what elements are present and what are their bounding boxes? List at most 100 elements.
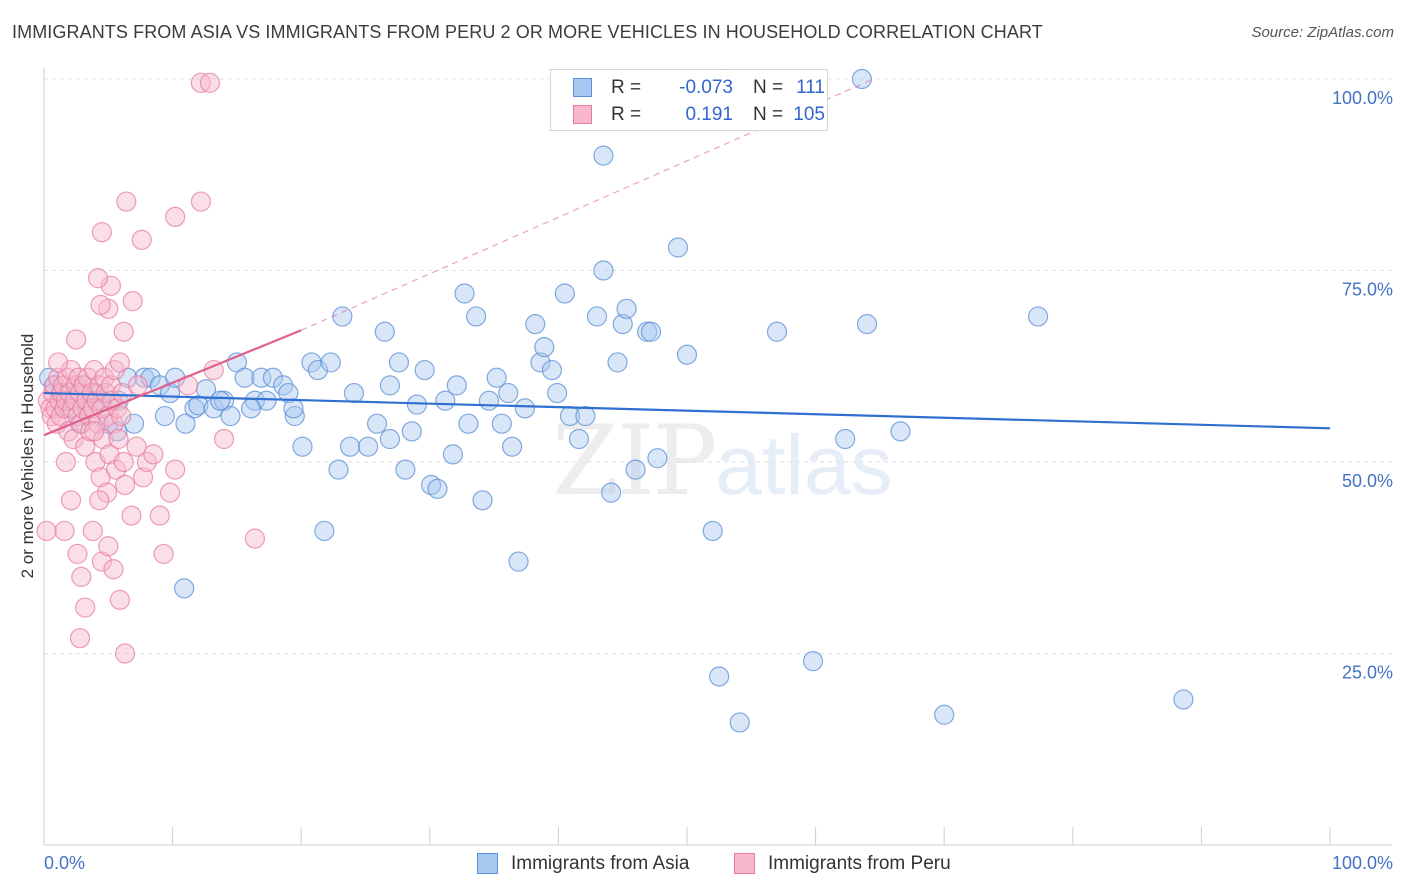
asia-point	[502, 436, 523, 457]
peru-legend-label: Immigrants from Peru	[768, 853, 951, 874]
asia-point	[890, 421, 911, 442]
peru-r-value: 0.191	[685, 104, 733, 125]
asia-r-label: R =	[611, 77, 642, 98]
peru-n-label: N =	[753, 104, 784, 125]
asia-point	[766, 321, 788, 342]
asia-point	[379, 375, 401, 396]
asia-point	[379, 428, 401, 450]
peru-point	[91, 551, 112, 572]
peru-point	[127, 375, 148, 396]
asia-point	[251, 367, 272, 388]
peru-n-value: 105	[793, 104, 825, 125]
asia-point	[612, 314, 633, 335]
asia-point	[188, 395, 209, 416]
peru-point	[113, 451, 134, 473]
peru-point	[67, 543, 88, 565]
correlation-legend: R = -0.073 N = 111 R = 0.191 N = 105	[550, 69, 828, 131]
asia-point	[292, 436, 313, 457]
peru-point	[91, 222, 112, 243]
peru-point	[60, 359, 82, 381]
asia-point	[210, 390, 231, 411]
peru-point	[69, 628, 91, 649]
peru-point	[153, 543, 174, 565]
asia-point	[320, 352, 341, 373]
peru-point	[89, 490, 110, 511]
asia-point	[568, 428, 590, 450]
asia-point	[525, 314, 546, 335]
asia-point	[465, 306, 487, 327]
peru-point	[165, 206, 186, 227]
asia-point	[414, 359, 435, 381]
asia-point	[676, 344, 698, 365]
peru-point	[159, 482, 181, 503]
peru-point	[98, 536, 119, 557]
asia-point	[486, 367, 507, 388]
peru-point	[84, 359, 105, 381]
peru-point	[90, 294, 111, 316]
y-tick-label: 50.0%	[1342, 471, 1393, 491]
asia-point	[593, 145, 614, 166]
asia-point	[547, 382, 568, 404]
asia-point	[593, 260, 614, 281]
asia-point	[446, 375, 467, 396]
y-axis-label: 2 or more Vehicles in Household	[18, 333, 37, 579]
peru-point	[103, 559, 124, 580]
asia-trend-line	[43, 391, 1331, 430]
peru-point	[108, 428, 129, 450]
peru-point	[111, 405, 132, 427]
peru-point	[100, 275, 121, 296]
asia-point	[856, 314, 878, 335]
peru-point	[113, 321, 134, 342]
asia-point	[395, 459, 416, 480]
asia-point	[458, 413, 479, 434]
asia-n-value: 111	[796, 77, 825, 98]
asia-point	[640, 321, 662, 342]
peru-point	[60, 490, 82, 511]
asia-point	[339, 436, 361, 457]
peru-point	[36, 520, 57, 542]
asia-point	[435, 390, 456, 411]
peru-swatch-icon	[573, 105, 592, 124]
peru-point	[126, 436, 147, 457]
asia-point	[472, 490, 493, 511]
peru-point	[105, 459, 127, 480]
asia-point	[478, 390, 500, 411]
y-tick-label: 100.0%	[1332, 88, 1393, 108]
asia-point	[374, 321, 395, 342]
asia-point	[366, 413, 388, 434]
asia-point	[541, 359, 563, 381]
asia-point	[278, 382, 299, 404]
asia-point	[625, 459, 646, 480]
peru-point	[116, 191, 137, 212]
asia-point	[667, 237, 689, 258]
asia-point	[234, 367, 255, 388]
peru-point	[55, 451, 76, 473]
peru-point	[199, 72, 220, 93]
asia-point	[1027, 306, 1049, 327]
asia-point	[607, 352, 628, 373]
peru-point	[149, 505, 170, 526]
asia-point	[240, 398, 262, 419]
asia-point	[427, 478, 448, 499]
peru-point	[213, 428, 235, 450]
asia-point	[586, 306, 608, 327]
asia-point	[454, 283, 475, 304]
asia-point	[357, 436, 379, 457]
asia-point	[307, 359, 329, 381]
asia-point	[702, 520, 723, 542]
asia-point	[314, 520, 335, 542]
peru-point	[54, 520, 75, 542]
y-tick-label: 75.0%	[1342, 280, 1393, 300]
asia-point	[616, 298, 637, 319]
peru-point	[96, 482, 118, 503]
x-tick-label: 0.0%	[44, 853, 85, 873]
asia-point	[283, 398, 304, 419]
x-tick-label: 100.0%	[1332, 853, 1393, 873]
asia-point	[498, 382, 519, 404]
peru-point	[87, 268, 109, 289]
watermark-atlas: atlas	[715, 418, 893, 512]
asia-point	[332, 306, 353, 327]
asia-point	[530, 352, 551, 373]
watermark: ZIPatlas	[552, 405, 893, 517]
